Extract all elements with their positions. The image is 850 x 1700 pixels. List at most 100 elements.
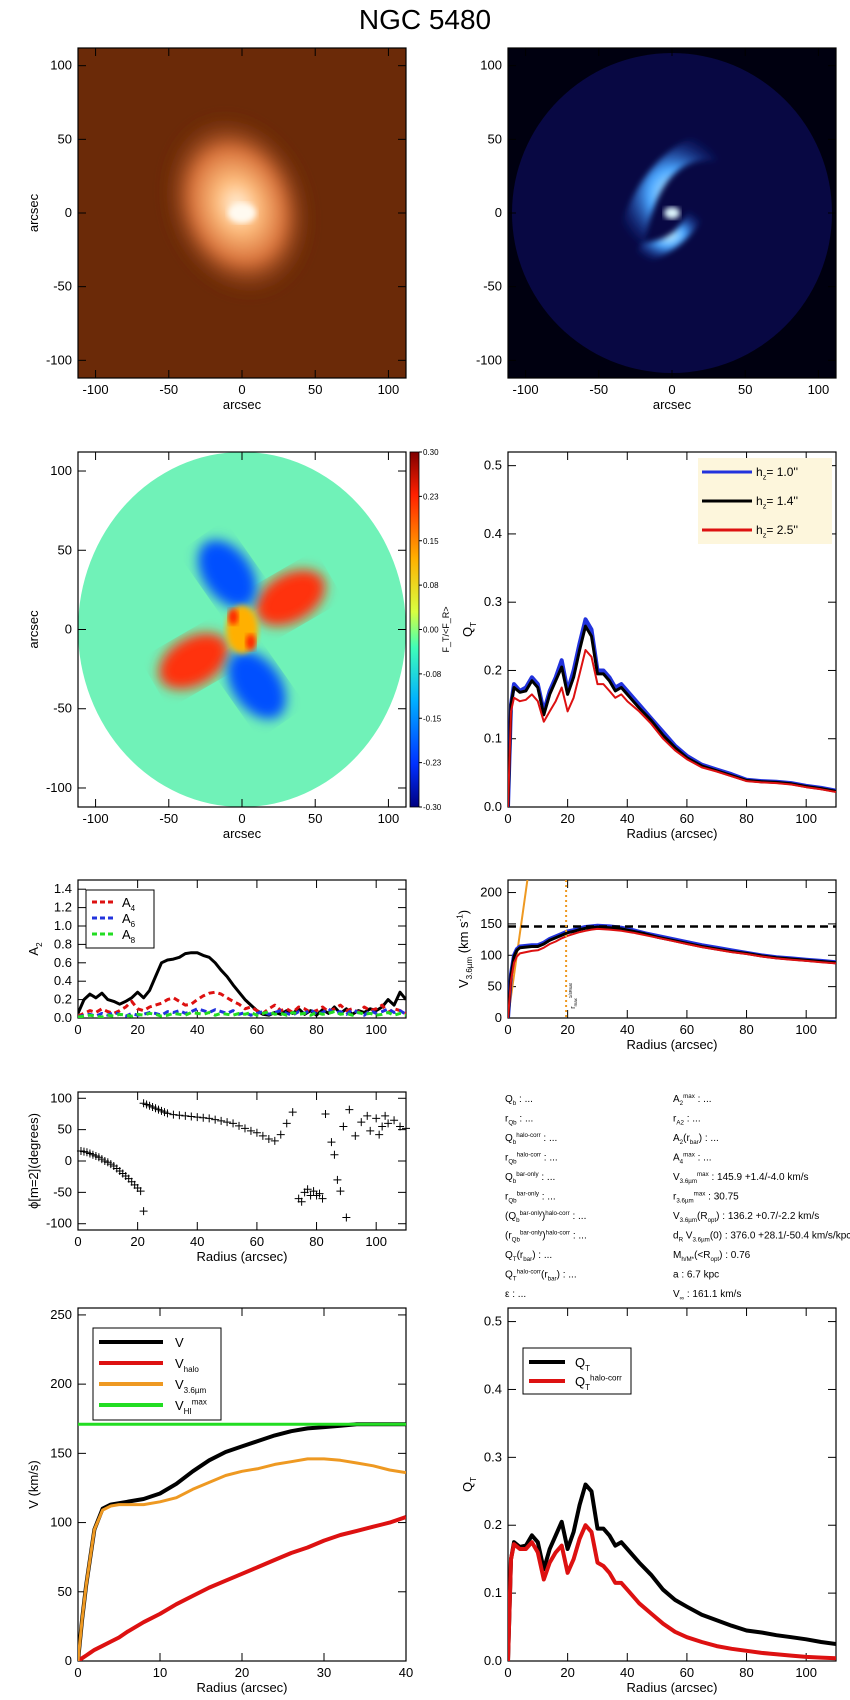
p4-legend-label: hz= 1.0'' xyxy=(756,465,798,482)
param-rqb-bar-halo: (rQbbar-only)halo-corr : ... xyxy=(505,1229,587,1243)
p2-xlabel: arcsec xyxy=(653,397,692,412)
p3-colorbar-tick-label: 0.23 xyxy=(423,492,439,501)
p1-ytick-label: 50 xyxy=(58,131,72,146)
p7-xtick-label: 100 xyxy=(365,1234,387,1249)
p1-ytick-label: -100 xyxy=(46,352,72,367)
p9-xtick-label: 30 xyxy=(317,1665,331,1680)
p3-xlabel: arcsec xyxy=(223,826,262,841)
p9-ytick-label: 150 xyxy=(50,1445,72,1460)
p5-xtick-label: 40 xyxy=(190,1022,204,1037)
p4-ytick-label: 0.1 xyxy=(484,731,502,746)
p1-xtick-label: -50 xyxy=(159,382,178,397)
p7-point xyxy=(381,1111,390,1120)
p3-ytick-label: -100 xyxy=(46,780,72,795)
param-a4max: A4max : ... xyxy=(673,1151,712,1165)
param-vropt: V3.6µm(Ropt) : 136.2 +0.7/-2.2 km/s xyxy=(673,1211,819,1224)
p7-point xyxy=(252,1128,261,1137)
p4-axes: 0 20 40 60 80 100 0.0 0.1 0.2 0.3 0.4 0.5 Radius (ar… xyxy=(460,451,837,841)
p3-colorbar-tick-label: -0.08 xyxy=(423,670,442,679)
p3-colorbar-label: F_T/<F_R> xyxy=(441,606,451,652)
p10-axes: 0 20 40 60 80 100 0.0 0.1 0.2 0.3 0.4 0.5 Radius (ar… xyxy=(460,1307,837,1695)
p5-ylabel: A2 xyxy=(26,942,44,956)
p2-xtick-label: 0 xyxy=(668,382,675,397)
p10-series-q-t xyxy=(508,1482,836,1661)
p9-ytick-label: 250 xyxy=(50,1307,72,1322)
p7-point xyxy=(181,1111,190,1120)
p2-ytick-label: 0 xyxy=(495,205,502,220)
p7-point xyxy=(187,1112,196,1121)
p7-point xyxy=(240,1124,249,1133)
p7-xtick-label: 20 xyxy=(130,1234,144,1249)
p6-ytick-label: 200 xyxy=(480,885,502,900)
p1-galaxy xyxy=(160,111,315,300)
p1-xtick-label: 100 xyxy=(378,382,400,397)
p3-colorbar-tick-label: 0.00 xyxy=(423,626,439,635)
p7-point xyxy=(276,1130,285,1139)
p10-legend xyxy=(522,1347,632,1395)
p2-axes: -100 -50 0 50 100 -100 -50 0 50 100 arcsec xyxy=(476,47,837,412)
p5-ytick-label: 0.6 xyxy=(54,955,72,970)
p7-point xyxy=(339,1122,348,1131)
p2-xtick-label: 50 xyxy=(738,382,752,397)
p7-point xyxy=(139,1207,148,1216)
p10-legend-label: QT xyxy=(575,1355,590,1373)
p5-xtick-label: 0 xyxy=(74,1022,81,1037)
param-qb-bar-halo: (Qbbar-only)halo-corr : ... xyxy=(505,1210,586,1224)
p1-ylabel: arcsec xyxy=(26,193,41,232)
p7-point xyxy=(345,1105,354,1114)
p1-axes: -100 -50 0 50 100 -100 -50 0 50 100 arcsec arcsec xyxy=(26,47,407,412)
p7-point xyxy=(229,1119,238,1128)
p4-series-h-z-2-5- xyxy=(508,649,836,807)
p3-center-a xyxy=(228,608,239,625)
p3-lobe-sw-red xyxy=(158,633,229,690)
param-drv: dR V3.6µm(0) : 376.0 +28.1/-50.4 km/s/kp… xyxy=(673,1231,850,1244)
p3-colorbar-tick-label: -0.23 xyxy=(423,759,442,768)
p7-frame xyxy=(77,1091,407,1231)
p7-ylabel: ϕ[m=2](degrees) xyxy=(26,1113,41,1209)
p7-ytick-label: -100 xyxy=(46,1216,72,1231)
p1-xtick-label: 0 xyxy=(238,382,245,397)
param-qb-halo: Qbhalo-corr : ... xyxy=(505,1132,557,1146)
p7-point xyxy=(258,1131,267,1140)
p7-point xyxy=(264,1135,273,1144)
p4-xtick-label: 0 xyxy=(504,811,511,826)
p3-xtick-label: -50 xyxy=(159,811,178,826)
p5-legend xyxy=(85,889,155,949)
p7-axes: 0 20 40 60 80 100 -100 -50 0 50 100 Radius (arcsec)… xyxy=(26,1090,407,1264)
p3-ytick-label: 100 xyxy=(50,463,72,478)
p6-xtick-label: 100 xyxy=(795,1022,817,1037)
param-qt-halo-rbar: QThalo-corr(rbar) : ... xyxy=(505,1268,577,1282)
p9-series-v-3-6-m xyxy=(78,1457,406,1661)
p9-ytick-label: 200 xyxy=(50,1376,72,1391)
p10-ytick-label: 0.1 xyxy=(484,1585,502,1600)
p7-point xyxy=(378,1122,387,1131)
p3-xtick-label: 50 xyxy=(308,811,322,826)
p10-xtick-label: 60 xyxy=(680,1665,694,1680)
p7-point xyxy=(330,1150,339,1159)
p3-colorbar-tick-label: 0.08 xyxy=(423,581,439,590)
p9-xtick-label: 20 xyxy=(235,1665,249,1680)
p7-point xyxy=(303,1185,312,1194)
p4-ytick-label: 0.2 xyxy=(484,662,502,677)
p6-xtick-label: 60 xyxy=(680,1022,694,1037)
param-qt-rbar: QT(rbar) : ... xyxy=(505,1250,552,1263)
p3-ytick-label: 0 xyxy=(65,622,72,637)
param-qb: Qb : ... xyxy=(505,1094,533,1107)
p3-ylabel: arcsec xyxy=(26,610,41,649)
p1-ytick-label: -50 xyxy=(53,279,72,294)
p7-ytick-label: -50 xyxy=(53,1184,72,1199)
p5-ytick-label: 1.4 xyxy=(54,881,72,896)
p4-xtick-label: 80 xyxy=(739,811,753,826)
param-vmax: V3.6µmmax : 145.9 +1.4/-4.0 km/s xyxy=(673,1171,808,1185)
p6-frame xyxy=(507,879,837,1019)
p5-xtick-label: 20 xyxy=(130,1022,144,1037)
p4-legend-label: hz= 1.4'' xyxy=(756,494,798,511)
p2-ytick-label: -100 xyxy=(476,352,502,367)
p4-ylabel: QT xyxy=(460,622,478,637)
p4-frame xyxy=(507,451,837,808)
p7-xtick-label: 40 xyxy=(190,1234,204,1249)
p7-point xyxy=(288,1108,297,1117)
p3-lobe-s-blue xyxy=(227,650,286,720)
p4-ytick-label: 0.5 xyxy=(484,458,502,473)
p9-legend-label: V3.6µm xyxy=(175,1377,206,1395)
